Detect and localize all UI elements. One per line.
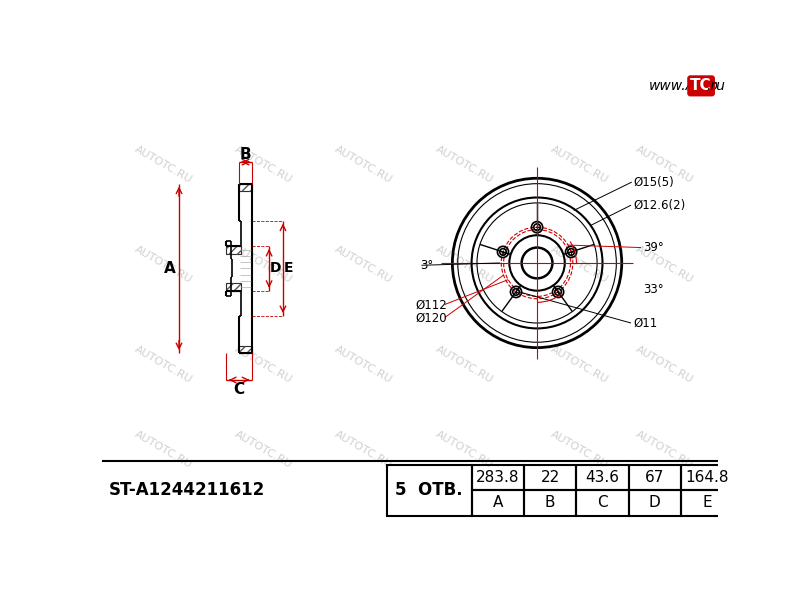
Text: Ø120: Ø120: [415, 312, 447, 325]
Text: AUTOTC.RU: AUTOTC.RU: [334, 144, 394, 185]
Text: Ø11: Ø11: [634, 317, 658, 329]
Bar: [681, 464, 734, 490]
Text: AUTOTC.RU: AUTOTC.RU: [234, 144, 294, 185]
Text: AUTOTC.RU: AUTOTC.RU: [133, 144, 194, 185]
Text: Ø15(5): Ø15(5): [634, 176, 674, 188]
Text: AUTOTC.RU: AUTOTC.RU: [549, 344, 610, 385]
Text: AUTOTC.RU: AUTOTC.RU: [434, 429, 494, 470]
Polygon shape: [226, 283, 242, 290]
Bar: [472, 464, 524, 490]
Text: AUTOTC.RU: AUTOTC.RU: [634, 144, 694, 185]
Text: B: B: [240, 147, 251, 162]
Text: AUTOTC.RU: AUTOTC.RU: [549, 144, 610, 185]
Text: Ø112: Ø112: [415, 299, 447, 312]
Text: AUTOTC.RU: AUTOTC.RU: [549, 244, 610, 285]
Bar: [472, 490, 524, 515]
Text: 3°: 3°: [420, 259, 434, 272]
Text: E: E: [284, 262, 294, 275]
Polygon shape: [239, 346, 252, 353]
Text: 67: 67: [645, 470, 665, 485]
Text: AUTOTC.RU: AUTOTC.RU: [634, 244, 694, 285]
Text: AUTOTC.RU: AUTOTC.RU: [234, 344, 294, 385]
Text: C: C: [597, 496, 608, 511]
Text: 33°: 33°: [643, 283, 664, 296]
Bar: [576, 464, 629, 490]
Text: 5  ОТВ.: 5 ОТВ.: [395, 481, 463, 499]
Text: TC: TC: [690, 79, 712, 94]
Text: 283.8: 283.8: [476, 470, 519, 485]
Text: D: D: [270, 262, 282, 275]
Text: AUTOTC.RU: AUTOTC.RU: [434, 344, 494, 385]
Text: D: D: [649, 496, 661, 511]
Text: AUTOTC.RU: AUTOTC.RU: [334, 344, 394, 385]
Text: AUTOTC.RU: AUTOTC.RU: [334, 429, 394, 470]
Text: AUTOTC.RU: AUTOTC.RU: [434, 244, 494, 285]
Bar: [387, 464, 472, 515]
Text: www.Auto: www.Auto: [649, 79, 718, 93]
Bar: [576, 490, 629, 515]
Bar: [629, 490, 681, 515]
Text: AUTOTC.RU: AUTOTC.RU: [133, 244, 194, 285]
Text: .ru: .ru: [706, 79, 726, 93]
Text: Ø12.6(2): Ø12.6(2): [634, 199, 686, 212]
Text: AUTOTC.RU: AUTOTC.RU: [634, 429, 694, 470]
Text: 39°: 39°: [643, 241, 664, 254]
Text: ST-A1244211612: ST-A1244211612: [109, 481, 265, 499]
Text: 22: 22: [541, 470, 560, 485]
Text: 164.8: 164.8: [686, 470, 729, 485]
Text: E: E: [702, 496, 712, 511]
Bar: [629, 464, 681, 490]
Text: AUTOTC.RU: AUTOTC.RU: [133, 344, 194, 385]
Polygon shape: [239, 184, 252, 191]
Polygon shape: [226, 246, 242, 254]
Text: AUTOTC.RU: AUTOTC.RU: [434, 144, 494, 185]
Text: AUTOTC.RU: AUTOTC.RU: [234, 429, 294, 470]
Text: AUTOTC.RU: AUTOTC.RU: [334, 244, 394, 285]
Text: B: B: [545, 496, 555, 511]
Text: AUTOTC.RU: AUTOTC.RU: [234, 244, 294, 285]
Text: AUTOTC.RU: AUTOTC.RU: [549, 429, 610, 470]
Text: A: A: [164, 261, 176, 276]
Bar: [524, 490, 576, 515]
Text: AUTOTC.RU: AUTOTC.RU: [634, 344, 694, 385]
Text: AUTOTC.RU: AUTOTC.RU: [133, 429, 194, 470]
Text: A: A: [493, 496, 503, 511]
Bar: [681, 490, 734, 515]
Text: 43.6: 43.6: [586, 470, 619, 485]
Bar: [524, 464, 576, 490]
Text: C: C: [234, 382, 245, 397]
